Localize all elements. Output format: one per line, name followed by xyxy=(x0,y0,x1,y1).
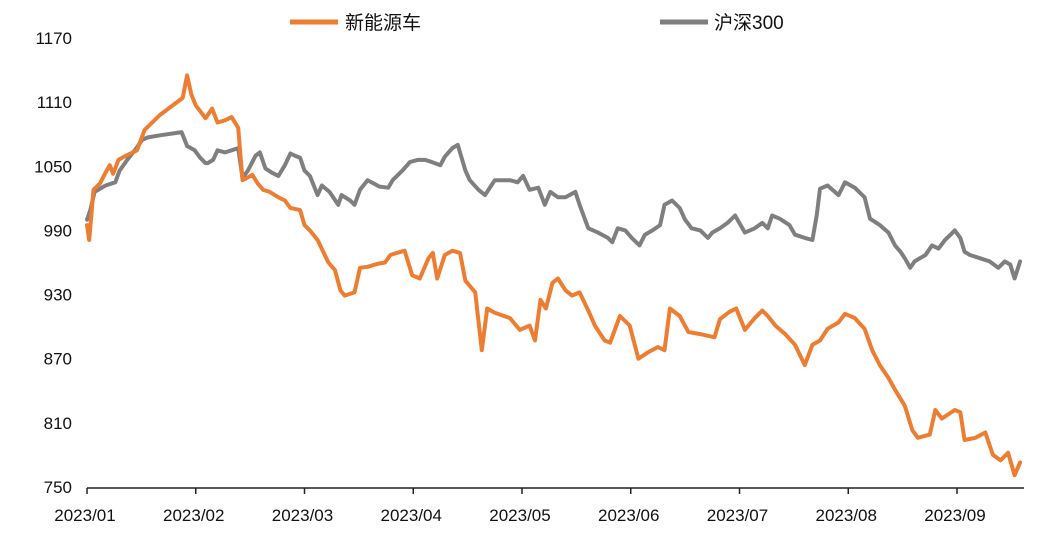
plot-area xyxy=(85,73,1023,478)
x-tick-label: 2023/03 xyxy=(272,506,333,525)
x-axis: 2023/01 2023/02 2023/03 2023/04 2023/05 2023/… xyxy=(54,487,1024,525)
x-tick-label: 2023/09 xyxy=(924,506,985,525)
series-line-0 xyxy=(85,73,1023,478)
y-tick-label: 1110 xyxy=(37,93,72,112)
y-tick-label: 1050 xyxy=(34,157,72,176)
y-tick-label: 810 xyxy=(44,414,72,433)
x-tick-label: 2023/07 xyxy=(707,506,768,525)
legend-label: 沪深300 xyxy=(714,12,784,34)
y-tick-label: 750 xyxy=(44,478,72,497)
legend-label: 新能源车 xyxy=(345,12,421,34)
y-tick-label: 990 xyxy=(44,221,72,240)
y-tick-label: 870 xyxy=(44,350,72,369)
y-tick-label: 930 xyxy=(44,286,72,305)
y-tick-label: 1170 xyxy=(35,29,72,48)
x-tick-label: 2023/02 xyxy=(163,506,224,525)
x-tick-label: 2023/04 xyxy=(381,506,442,525)
legend: 新能源车 沪深300 xyxy=(290,12,784,34)
x-tick-label: 2023/05 xyxy=(489,506,550,525)
series-line-1 xyxy=(85,130,1023,281)
x-tick-label: 2023/06 xyxy=(598,506,659,525)
y-axis: 1170 1110 1050 990 930 870 810 750 xyxy=(34,29,72,497)
x-tick-label: 2023/08 xyxy=(816,506,877,525)
x-tick-label: 2023/01 xyxy=(54,506,115,525)
